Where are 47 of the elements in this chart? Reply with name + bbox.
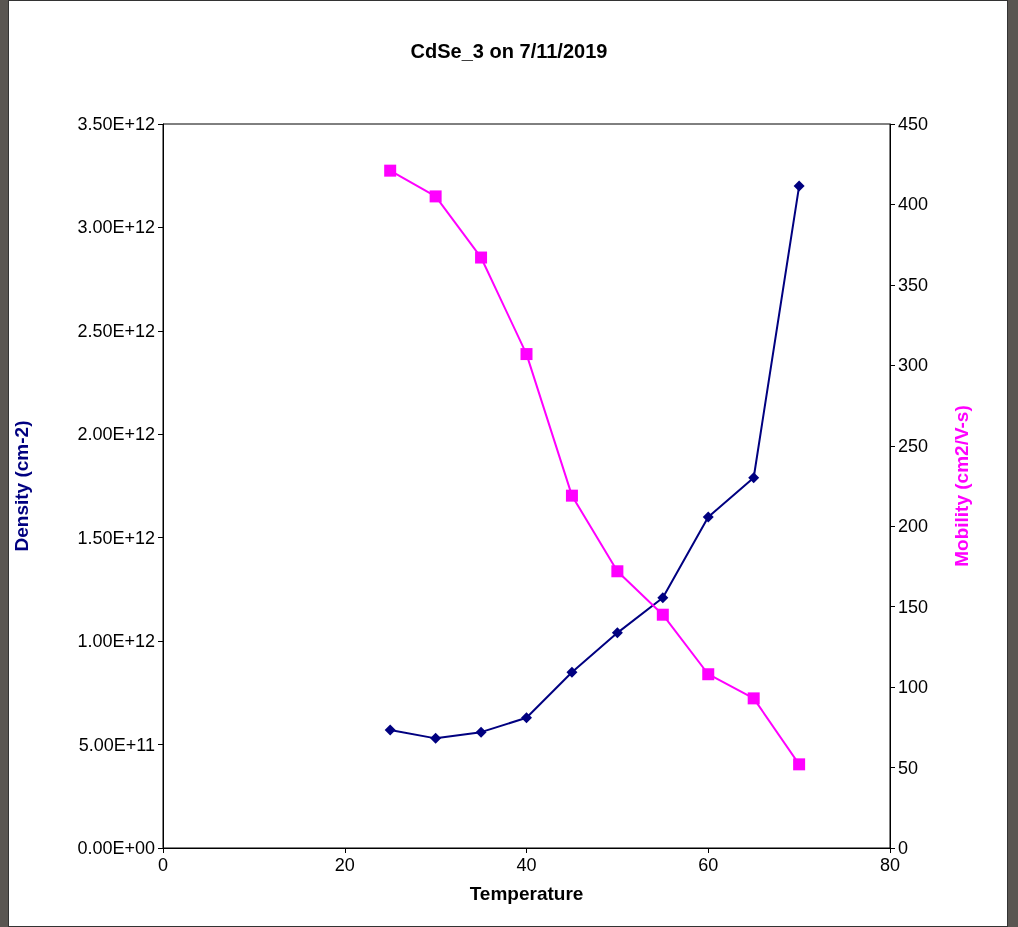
point [793, 758, 806, 771]
y-tick-label: 1.00E+12 [77, 631, 155, 652]
x-tick-label: 40 [516, 855, 537, 875]
y-tick-label: 0.00E+00 [77, 838, 155, 858]
x-tick-label: 20 [334, 855, 355, 875]
point [565, 489, 578, 502]
point [384, 164, 397, 177]
point [475, 726, 487, 738]
point [793, 180, 805, 192]
y2-tick-label: 300 [898, 355, 929, 376]
point [611, 627, 623, 639]
y2-axis-title: Mobility (cm2/V-s) [951, 405, 972, 567]
y2-tick-label: 400 [898, 194, 929, 215]
y-tick-label: 2.50E+12 [77, 320, 155, 341]
y2-tick-label: 50 [898, 757, 919, 778]
y2-tick-label: 350 [898, 274, 929, 295]
x-tick-label: 80 [879, 855, 901, 875]
point [521, 712, 532, 724]
point [747, 692, 760, 705]
x-tick-label: 60 [698, 855, 719, 875]
y-tick-label: 3.50E+12 [77, 114, 155, 134]
point [384, 724, 396, 736]
y2-tick-label: 0 [898, 838, 909, 858]
point [566, 666, 578, 678]
chart-title: CdSe_3 on 7/11/2019 [410, 40, 608, 62]
point [520, 348, 533, 361]
point [702, 668, 715, 681]
point [611, 565, 624, 578]
x-axis-title: Temperature [469, 883, 584, 904]
y-axis-title: Density (cm-2) [11, 420, 32, 552]
y2-tick-label: 450 [898, 114, 929, 134]
y2-tick-label: 100 [898, 677, 929, 698]
point [656, 608, 669, 621]
y-tick-label: 5.00E+11 [78, 734, 155, 755]
y2-tick-label: 150 [898, 596, 929, 617]
y2-tick-label: 250 [898, 435, 929, 456]
x-tick-label: 0 [157, 855, 169, 875]
y-tick-label: 2.00E+12 [77, 424, 155, 445]
point [702, 511, 714, 523]
y2-tick-label: 200 [898, 516, 929, 537]
point [429, 190, 442, 203]
point [475, 251, 488, 264]
point [657, 592, 669, 604]
y-tick-label: 3.00E+12 [77, 217, 155, 238]
y-tick-label: 1.50E+12 [77, 527, 155, 548]
point [748, 472, 760, 484]
point [430, 732, 442, 744]
